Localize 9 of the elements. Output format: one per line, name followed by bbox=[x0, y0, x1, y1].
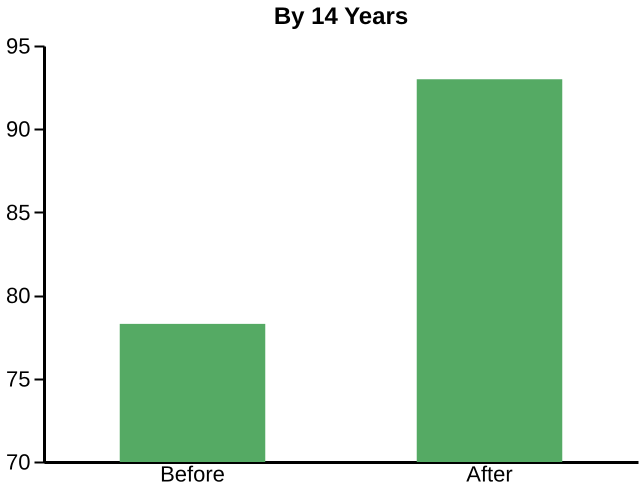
x-tick-label: After bbox=[466, 462, 513, 486]
y-tick-label: 85 bbox=[6, 200, 30, 225]
x-tick-label: Before bbox=[160, 462, 225, 486]
y-tick-label: 95 bbox=[6, 34, 30, 58]
y-tick-label: 70 bbox=[6, 450, 30, 474]
y-tick-label: 90 bbox=[6, 116, 30, 142]
y-tick-label: 75 bbox=[6, 366, 30, 392]
y-tick-label: 80 bbox=[6, 283, 30, 308]
chart-title: By 14 Years bbox=[274, 3, 408, 30]
